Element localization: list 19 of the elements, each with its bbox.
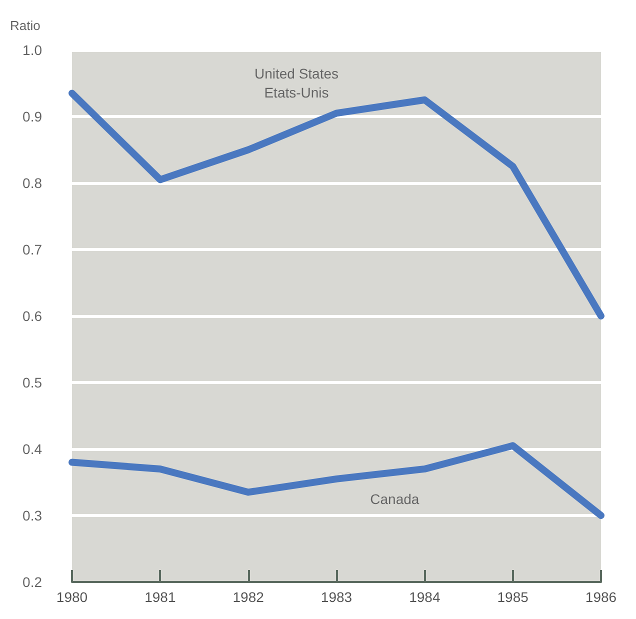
y-tick-label: 0.2 (22, 574, 42, 590)
x-tick-label: 1983 (320, 589, 352, 605)
y-tick-label: 0.8 (22, 175, 42, 191)
y-tick-label: 1.0 (22, 42, 42, 58)
series-label: Canada (370, 490, 420, 507)
x-tick-label: 1980 (56, 589, 88, 605)
y-tick-label: 0.9 (22, 108, 42, 124)
x-tick-label: 1984 (409, 589, 440, 605)
y-tick-label: 0.6 (22, 308, 42, 324)
y-tick-label: 0.4 (22, 441, 42, 457)
x-tick-label: 1986 (585, 589, 617, 605)
x-tick-label: 1981 (144, 589, 176, 605)
x-tick-label: 1982 (232, 589, 264, 605)
y-tick-label: 0.7 (22, 242, 42, 258)
y-tick-label: 0.3 (22, 508, 42, 524)
y-tick-label: 0.5 (22, 374, 42, 390)
x-tick-label: 1985 (497, 589, 529, 605)
series-label: United States Etats-Unis (254, 66, 339, 101)
y-axis-title: Ratio (10, 18, 40, 33)
